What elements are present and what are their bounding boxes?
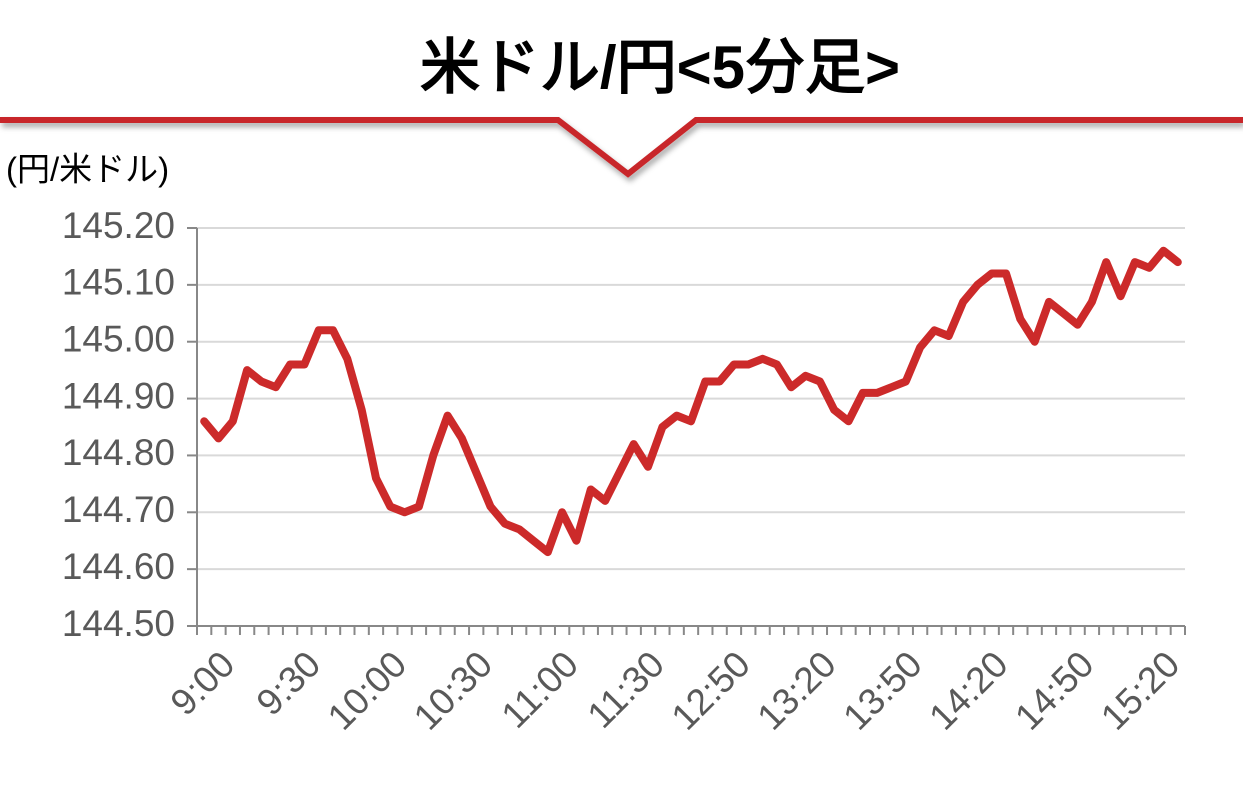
x-tick-label: 15:20 bbox=[1093, 643, 1187, 737]
y-tick-label: 144.80 bbox=[62, 432, 175, 473]
x-tick-label: 11:00 bbox=[494, 643, 587, 736]
header-rule bbox=[0, 117, 1243, 178]
price-line bbox=[200, 246, 1182, 557]
x-tick-label: 9:00 bbox=[163, 643, 243, 723]
y-tick-label: 144.60 bbox=[62, 546, 175, 587]
x-tick-label: 14:50 bbox=[1007, 643, 1101, 737]
x-tick-label: 11:30 bbox=[580, 643, 673, 736]
y-tick-label: 145.00 bbox=[62, 318, 175, 359]
y-tick-label: 144.70 bbox=[62, 489, 175, 530]
x-tick-label: 13:20 bbox=[749, 643, 843, 737]
x-tick-label: 12:50 bbox=[664, 643, 758, 737]
y-tick-label: 144.90 bbox=[62, 375, 175, 416]
x-tick-label: 10:30 bbox=[406, 643, 500, 737]
x-tick-label: 13:50 bbox=[835, 643, 929, 737]
y-tick-label: 145.20 bbox=[62, 205, 175, 246]
x-tick-label: 14:20 bbox=[921, 643, 1015, 737]
chart-title: 米ドル/円<5分足> bbox=[420, 34, 900, 101]
y-tick-label: 145.10 bbox=[62, 262, 175, 303]
y-tick-label: 144.50 bbox=[62, 603, 175, 644]
x-tick-label: 9:30 bbox=[248, 643, 328, 723]
y-axis-label: (円/米ドル) bbox=[6, 151, 169, 188]
x-tick-label: 10:00 bbox=[320, 643, 414, 737]
